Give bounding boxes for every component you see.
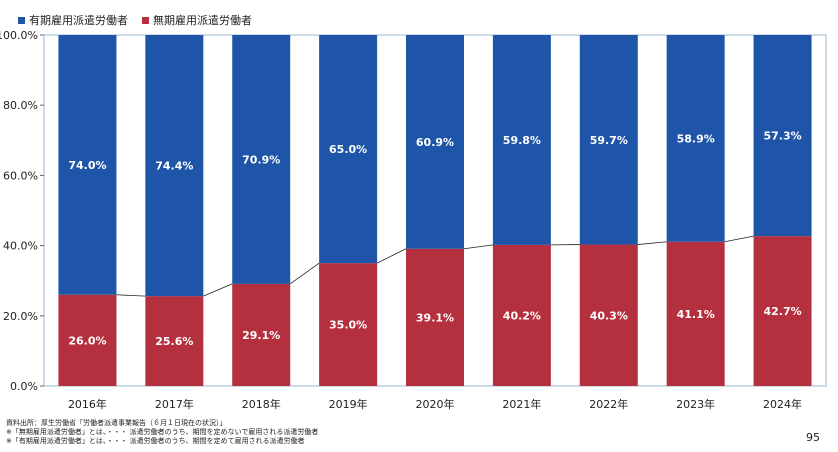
series-connector-line <box>376 248 407 264</box>
data-label-fixed-term: 59.8% <box>503 134 541 147</box>
x-tick-label: 2021年 <box>502 397 541 411</box>
data-label-fixed-term: 74.0% <box>68 159 106 172</box>
y-tick-label: 0.0% <box>10 380 38 393</box>
bar-segment-fixed-term <box>145 35 204 297</box>
bar-segment-indefinite <box>145 296 204 386</box>
x-tick-label: 2017年 <box>155 397 194 411</box>
x-tick-label: 2018年 <box>242 397 281 411</box>
series-connector-line <box>463 244 493 250</box>
x-tick-label: 2016年 <box>68 397 107 411</box>
y-tick-label: 100.0% <box>0 29 38 42</box>
data-label-fixed-term: 58.9% <box>677 132 715 145</box>
data-label-indefinite: 29.1% <box>242 329 280 342</box>
legend-swatch-fixed-term <box>18 16 25 24</box>
x-tick-label: 2019年 <box>329 397 368 411</box>
x-tick-label: 2020年 <box>416 397 455 411</box>
source-note: 資料出所：厚生労働省「労働者派遣事業報告（６月１日現在の状況）」 <box>6 419 227 427</box>
bar-segment-fixed-term <box>58 35 117 295</box>
data-label-fixed-term: 65.0% <box>329 143 367 156</box>
bar-segment-fixed-term <box>666 35 725 242</box>
bar-segment-indefinite <box>666 241 725 386</box>
y-tick-label: 60.0% <box>3 169 38 182</box>
bar-segment-fixed-term <box>579 35 638 245</box>
data-label-fixed-term: 60.9% <box>416 136 454 149</box>
bar-segment-indefinite <box>232 283 291 386</box>
legend-item-indefinite: 無期雇用派遣労働者 <box>142 12 252 28</box>
definition-note-fixed-term: ※「有期雇用派遣労働者」とは、・・・ 派遣労働者のうち、期間を定めて雇用される派… <box>6 437 305 445</box>
legend-swatch-indefinite <box>142 16 149 24</box>
bar-segment-indefinite <box>753 236 812 386</box>
data-label-indefinite: 26.0% <box>68 334 106 347</box>
y-tick-label: 20.0% <box>3 310 38 323</box>
bar-segment-fixed-term <box>406 35 464 249</box>
legend-label-indefinite: 無期雇用派遣労働者 <box>153 14 252 27</box>
stacked-bar-chart: 0.0% 20.0% 40.0% 60.0% 80.0% 100.0% 26.0% 74.0%… <box>0 29 827 411</box>
y-tick-label: 40.0% <box>3 240 38 253</box>
x-tick-label: 2023年 <box>676 397 715 411</box>
x-tick-label: 2022年 <box>589 397 628 411</box>
series-connector-line <box>289 262 320 285</box>
data-label-indefinite: 42.7% <box>763 305 801 318</box>
series-connector-line <box>203 283 233 297</box>
bar-segment-indefinite <box>406 248 464 386</box>
bar-segment-fixed-term <box>232 35 291 284</box>
y-tick-label: 80.0% <box>3 99 38 112</box>
bar-segment-indefinite <box>58 294 117 386</box>
series-connector-line <box>637 241 667 245</box>
data-label-indefinite: 39.1% <box>416 311 454 324</box>
data-label-fixed-term: 74.4% <box>155 160 193 173</box>
bar-segment-indefinite <box>492 244 551 386</box>
definition-note-indefinite: ※「無期雇用派遣労働者」とは、・・・ 派遣労働者のうち、期間を定めないで雇用され… <box>6 428 319 436</box>
series-connector-line <box>724 235 754 243</box>
legend-label-fixed-term: 有期雇用派遣労働者 <box>29 14 128 27</box>
data-label-fixed-term: 70.9% <box>242 153 280 166</box>
x-tick-label: 2024年 <box>763 397 802 411</box>
legend-item-fixed-term: 有期雇用派遣労働者 <box>18 12 128 28</box>
data-label-indefinite: 41.1% <box>677 308 715 321</box>
bar-segment-fixed-term <box>319 35 378 264</box>
data-label-indefinite: 35.0% <box>329 319 367 332</box>
source-notes: 資料出所：厚生労働省「労働者派遣事業報告（６月１日現在の状況）」 ※「無期雇用派… <box>6 419 318 446</box>
data-label-indefinite: 25.6% <box>155 335 193 348</box>
bar-segment-fixed-term <box>492 35 551 245</box>
bar-segment-fixed-term <box>753 35 812 237</box>
bar-segment-indefinite <box>319 263 378 386</box>
chart-legend: 有期雇用派遣労働者 無期雇用派遣労働者 <box>18 12 252 28</box>
data-label-indefinite: 40.3% <box>590 309 628 322</box>
bar-segment-indefinite <box>579 244 638 386</box>
data-label-indefinite: 40.2% <box>503 309 541 322</box>
series-connector-line <box>116 294 146 297</box>
page-number: 95 <box>806 431 820 444</box>
data-label-fixed-term: 59.7% <box>590 134 628 147</box>
data-label-fixed-term: 57.3% <box>763 130 801 143</box>
